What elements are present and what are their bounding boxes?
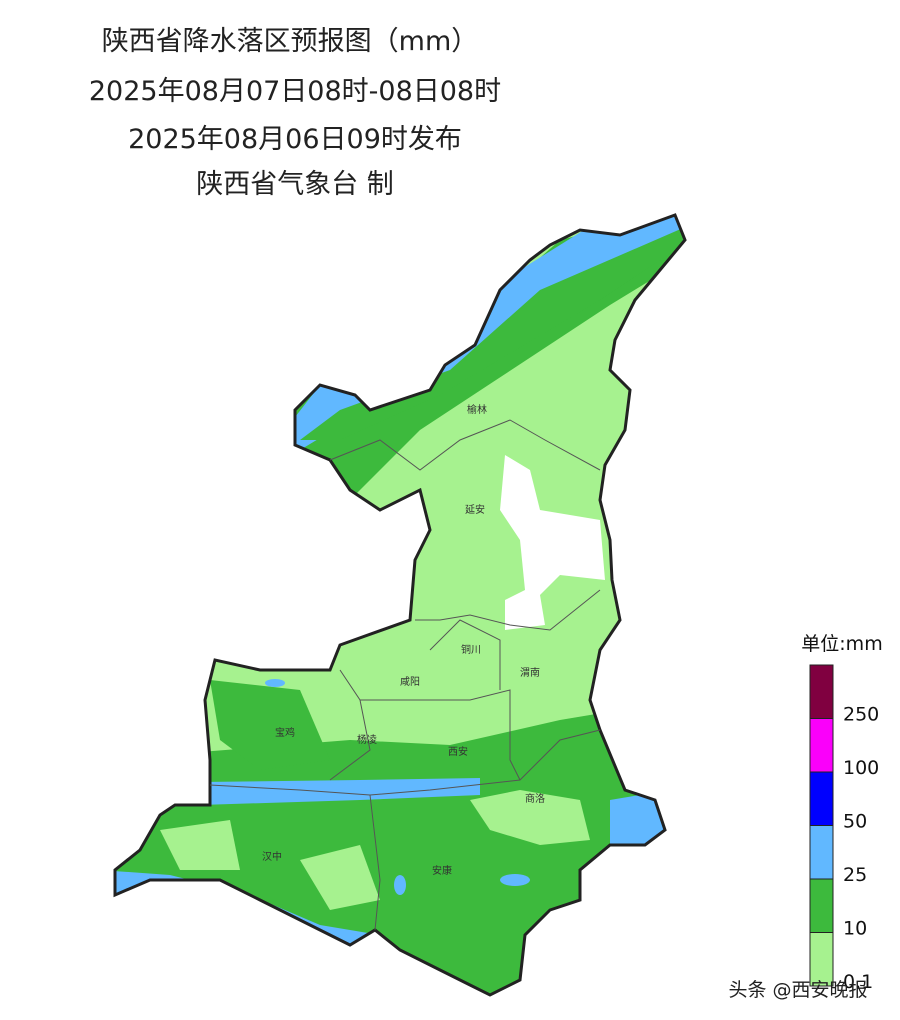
city-label: 汉中 bbox=[262, 850, 282, 863]
legend-swatch bbox=[809, 825, 834, 880]
city-label: 安康 bbox=[432, 864, 452, 877]
boundary bbox=[429, 619, 501, 690]
boundary bbox=[329, 419, 601, 471]
issue-time: 2025年08月06日09时发布 bbox=[128, 124, 462, 155]
legend-title: 单位:mm bbox=[801, 633, 882, 655]
legend-label: 0.1 bbox=[843, 971, 873, 993]
boundary bbox=[369, 794, 381, 931]
boundary bbox=[329, 669, 371, 781]
boundary bbox=[209, 729, 601, 796]
city-label: 铜川 bbox=[461, 644, 481, 656]
zone-light bbox=[300, 845, 380, 910]
zone-none bbox=[500, 455, 605, 630]
legend-swatch bbox=[809, 932, 834, 987]
zone-moderate bbox=[300, 225, 685, 440]
boundary bbox=[415, 589, 601, 631]
zone-light bbox=[470, 790, 590, 845]
zone-moderate bbox=[210, 680, 330, 770]
zone-heavy bbox=[265, 679, 285, 687]
zone-heavy bbox=[500, 874, 530, 886]
zone-heavy bbox=[394, 875, 406, 895]
zone-light bbox=[160, 820, 240, 870]
legend-swatch bbox=[809, 878, 834, 933]
city-label: 宝鸡 bbox=[275, 726, 295, 739]
legend-label: 25 bbox=[843, 864, 867, 886]
legend-label: 10 bbox=[843, 918, 867, 940]
legend-label: 100 bbox=[843, 757, 879, 779]
legend-swatch bbox=[809, 718, 834, 773]
city-labels: 榆林 延安 铜川 咸阳 渭南 宝鸡 杨凌 西安 商洛 汉中 安康 bbox=[262, 403, 545, 877]
boundary bbox=[360, 689, 521, 781]
forecast-period: 2025年08月07日08时-08日08时 bbox=[89, 76, 501, 107]
city-label: 延安 bbox=[465, 503, 485, 516]
city-label: 渭南 bbox=[520, 666, 540, 679]
city-label: 商洛 bbox=[525, 792, 545, 805]
watermark: 头条 @西安晚报 bbox=[728, 979, 867, 1001]
zone-heavy bbox=[200, 778, 480, 805]
legend: 单位:mm 0.1 10 25 50 100 250 bbox=[801, 633, 882, 993]
city-label: 咸阳 bbox=[400, 676, 420, 688]
city-label: 西安 bbox=[448, 745, 468, 758]
city-label: 杨凌 bbox=[357, 733, 377, 746]
legend-label: 250 bbox=[843, 704, 879, 726]
city-boundaries bbox=[209, 419, 601, 931]
producer: 陕西省气象台 制 bbox=[196, 169, 394, 200]
legend-swatch bbox=[809, 664, 834, 719]
legend-swatch bbox=[809, 771, 834, 826]
zone-heavy bbox=[610, 790, 670, 850]
map-title: 陕西省降水落区预报图（mm） bbox=[102, 26, 479, 57]
city-label: 榆林 bbox=[467, 403, 487, 416]
legend-label: 50 bbox=[843, 811, 867, 833]
